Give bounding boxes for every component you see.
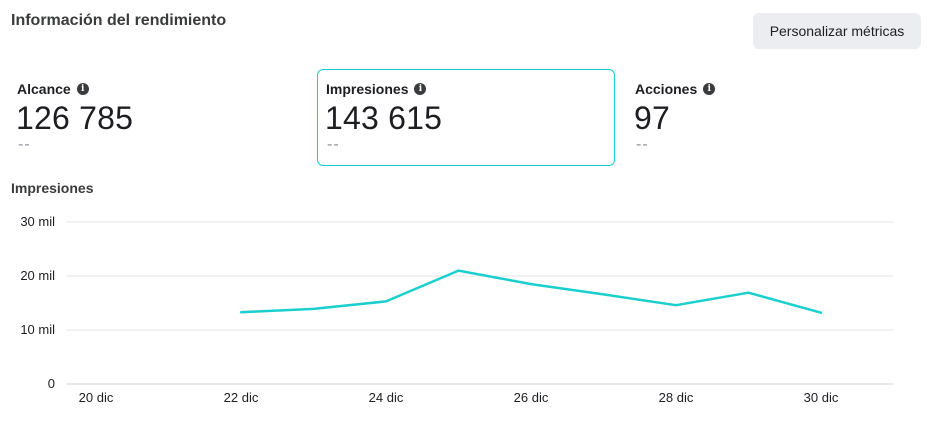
metric-label-row: Acciones i	[635, 81, 716, 97]
customize-metrics-button[interactable]: Personalizar métricas	[753, 13, 921, 49]
metric-label: Acciones	[635, 81, 698, 97]
series-line[interactable]	[239, 269, 823, 314]
chart-title: Impresiones	[11, 180, 94, 196]
metric-comparison: --	[18, 136, 31, 153]
page-title: Información del rendimiento	[11, 12, 227, 29]
y-tick-label: 30 mil	[20, 214, 55, 229]
info-icon[interactable]: i	[703, 83, 716, 95]
metric-comparison: --	[327, 136, 340, 153]
metric-card-impresiones[interactable]: Impresiones i 143 615 --	[317, 69, 615, 166]
metric-card-acciones[interactable]: Acciones i 97 --	[626, 69, 924, 166]
metric-comparison: --	[636, 136, 649, 153]
metric-label: Impresiones	[326, 81, 409, 97]
metric-value: 143 615	[325, 100, 443, 136]
x-tick-label: 24 dic	[369, 390, 404, 405]
x-tick-label: 30 dic	[804, 390, 839, 405]
metric-label-row: Alcance i	[17, 81, 89, 97]
info-icon[interactable]: i	[76, 83, 89, 95]
x-tick-label: 26 dic	[514, 390, 549, 405]
y-tick-label: 20 mil	[20, 268, 55, 283]
x-tick-label: 22 dic	[224, 390, 259, 405]
y-tick-label: 10 mil	[20, 322, 55, 337]
metric-value: 126 785	[16, 100, 134, 136]
metric-label-row: Impresiones i	[326, 81, 427, 97]
metric-card-alcance[interactable]: Alcance i 126 785 --	[8, 69, 306, 166]
x-tick-label: 28 dic	[659, 390, 694, 405]
metric-value: 97	[634, 100, 670, 136]
x-tick-label: 20 dic	[79, 390, 114, 405]
metric-label: Alcance	[17, 81, 71, 97]
info-icon[interactable]: i	[414, 83, 427, 95]
y-tick-label: 0	[48, 376, 55, 391]
